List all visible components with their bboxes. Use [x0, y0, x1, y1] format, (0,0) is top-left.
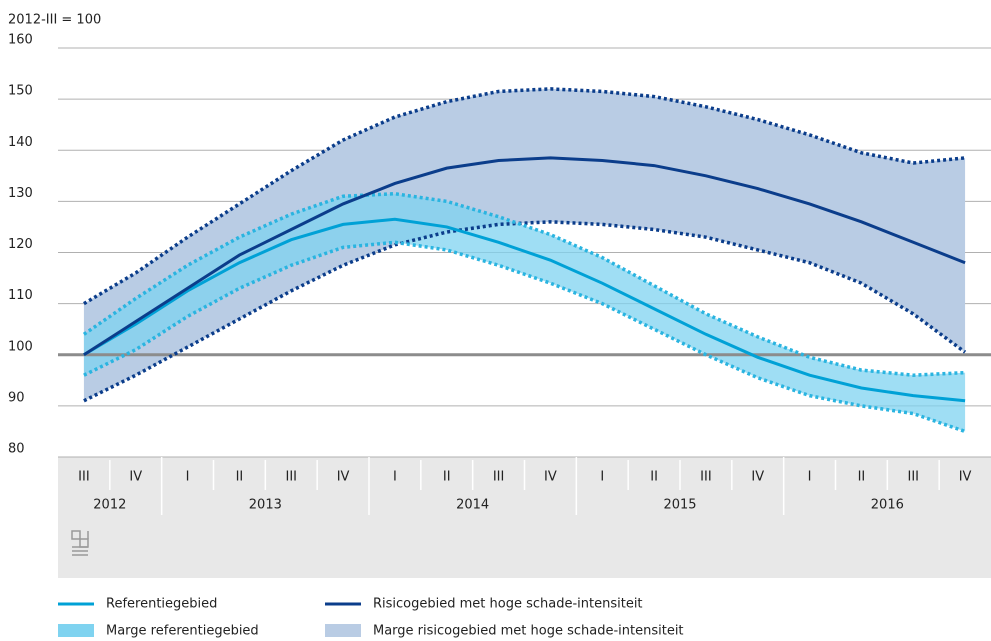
x-tick-label: IV — [544, 470, 557, 485]
y-tick-label: 130 — [8, 186, 33, 201]
margin-band — [83, 88, 966, 401]
y-tick-label: 90 — [8, 390, 25, 405]
y-tick-label: 100 — [8, 339, 33, 354]
x-tick-label: I — [808, 470, 812, 485]
x-tick-label: IV — [337, 470, 350, 485]
x-tick-label: IV — [129, 470, 142, 485]
legend-swatch — [58, 624, 94, 637]
x-tick-label: IV — [751, 470, 764, 485]
y-tick-label: 120 — [8, 237, 33, 252]
legend-swatch — [325, 624, 361, 637]
margin-band — [83, 193, 966, 432]
y-tick-label: 140 — [8, 135, 33, 150]
x-tick-label: II — [858, 470, 866, 485]
x-tick-label: I — [600, 470, 604, 485]
y-axis-label: 2012-III = 100 — [8, 13, 101, 28]
legend-label: Marge referentiegebied — [106, 624, 259, 639]
x-tick-label: III — [907, 470, 919, 485]
y-tick-label: 160 — [8, 33, 33, 48]
x-tick-label: III — [493, 470, 505, 485]
x-tick-label: I — [393, 470, 397, 485]
x-tick-label: III — [700, 470, 712, 485]
legend-label: Referentiegebied — [106, 597, 217, 612]
y-tick-label: 110 — [8, 288, 33, 303]
x-group-label: 2016 — [871, 498, 904, 513]
x-tick-label: II — [650, 470, 658, 485]
series-line — [83, 217, 966, 403]
x-tick-label: III — [78, 470, 90, 485]
margin-edge — [83, 240, 966, 434]
y-tick-label: 80 — [8, 442, 25, 457]
x-tick-label: III — [285, 470, 297, 485]
x-tick-label: II — [236, 470, 244, 485]
y-tick-label: 150 — [8, 84, 33, 99]
x-group-label: 2013 — [249, 498, 282, 513]
legend-label: Risicogebied met hoge schade-intensiteit — [373, 597, 643, 612]
margin-edge — [83, 87, 966, 306]
logo — [71, 530, 89, 556]
x-group-label: 2014 — [456, 498, 489, 513]
x-tick-label: I — [186, 470, 190, 485]
x-tick-label: IV — [959, 470, 972, 485]
x-tick-label: II — [443, 470, 451, 485]
x-group-label: 2015 — [663, 498, 696, 513]
series-line — [83, 156, 966, 357]
legend-label: Marge risicogebied met hoge schade-inten… — [373, 624, 684, 639]
x-group-label: 2012 — [93, 498, 126, 513]
margin-edge — [82, 191, 966, 377]
